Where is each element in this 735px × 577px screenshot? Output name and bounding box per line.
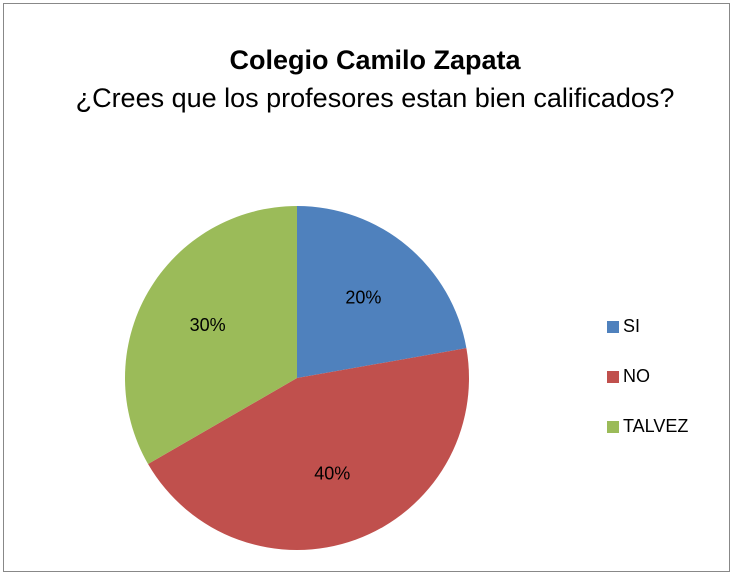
- chart-frame: [3, 3, 730, 572]
- pie-slice: [148, 348, 469, 551]
- chart-subtitle: ¿Crees que los profesores estan bien cal…: [75, 83, 675, 113]
- legend-label: TALVEZ: [623, 416, 688, 436]
- titles: Colegio Camilo Zapata ¿Crees que los pro…: [70, 42, 680, 118]
- legend-swatch: [607, 321, 619, 333]
- pie-slice: [297, 206, 467, 378]
- data-label: 40%: [314, 464, 350, 484]
- pie-slice: [124, 206, 297, 464]
- legend-swatch: [607, 421, 619, 433]
- legend-swatch: [607, 371, 619, 383]
- data-label: 20%: [345, 288, 381, 308]
- data-label: 30%: [190, 315, 226, 335]
- chart-title: Colegio Camilo Zapata: [229, 45, 521, 75]
- legend-label: NO: [623, 366, 650, 386]
- legend-label: SI: [623, 316, 640, 336]
